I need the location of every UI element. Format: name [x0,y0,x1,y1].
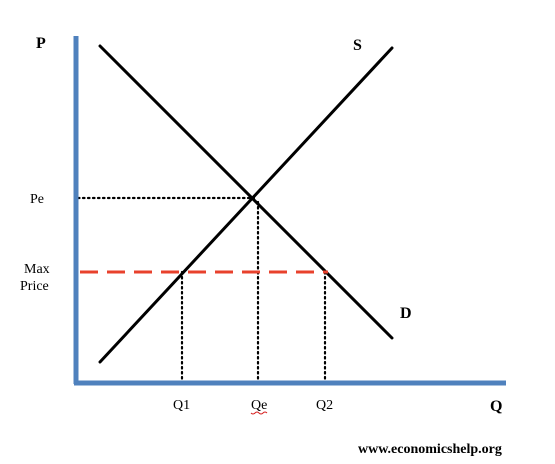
max-price-label-line2: Price [20,279,49,294]
supply-curve [98,46,394,364]
equilibrium-price-label: Pe [30,192,44,207]
demand-label: D [400,305,412,322]
supply-label: S [353,37,362,54]
q2-label: Q2 [316,398,333,413]
q1-label: Q1 [173,398,190,413]
y-axis-label: P [36,35,46,52]
website-credit: www.economicshelp.org [358,442,502,457]
x-axis-label: Q [490,398,502,415]
spellcheck-squiggle [250,411,268,415]
qe-label: Qe [251,398,267,413]
demand-curve [98,44,394,340]
max-price-label-line1: Max [24,262,50,277]
